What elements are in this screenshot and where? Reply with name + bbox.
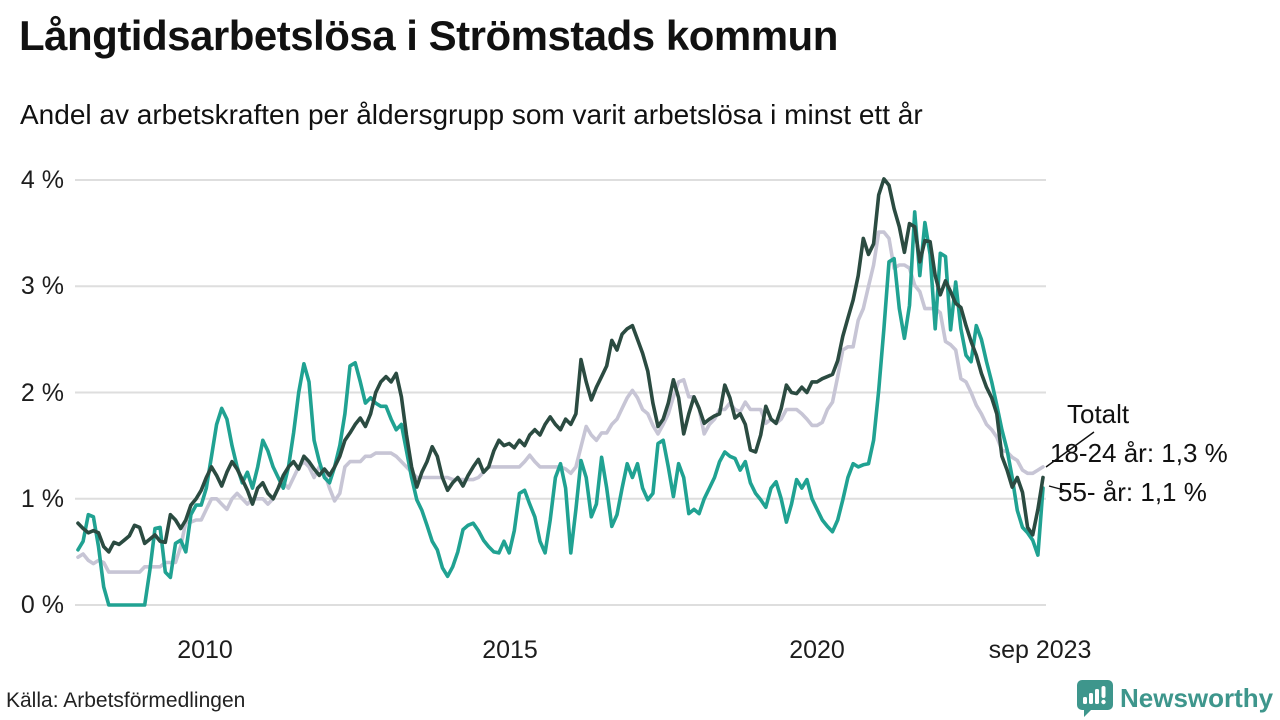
source-note: Källa: Arbetsförmedlingen xyxy=(6,689,246,712)
y-axis-tick-4: 4 % xyxy=(20,166,64,194)
gridlines xyxy=(75,179,1046,606)
series-label-18-24: 18-24 år: 1,3 % xyxy=(1050,438,1228,468)
x-axis-tick-sep-2023: sep 2023 xyxy=(988,636,1092,664)
series-line-totalt xyxy=(76,177,1045,554)
leader-line-totalt xyxy=(1045,431,1095,468)
series-lines xyxy=(76,177,1045,607)
series-label-totalt: Totalt xyxy=(1067,399,1130,429)
chart-subtitle: Andel av arbetskraften per åldersgrupp s… xyxy=(20,99,923,130)
x-axis-tick-2015: 2015 xyxy=(482,636,538,664)
series-line-55-r xyxy=(76,210,1045,607)
leader-line-55 xyxy=(1048,485,1065,491)
newsworthy-wordmark: Newsworthy xyxy=(1120,683,1274,713)
y-axis-tick-0: 0 % xyxy=(20,591,64,619)
y-axis-tick-2: 2 % xyxy=(20,379,64,407)
x-axis-tick-2020: 2020 xyxy=(789,636,845,664)
y-axis-tick-1: 1 % xyxy=(20,485,64,513)
page-title: Långtidsarbetslösa i Strömstads kommun xyxy=(19,12,838,59)
newsworthy-logo-icon xyxy=(1077,680,1113,717)
x-axis-tick-2010: 2010 xyxy=(177,636,233,664)
series-label-55: 55- år: 1,1 % xyxy=(1058,477,1207,507)
y-axis-tick-3: 3 % xyxy=(20,272,64,300)
